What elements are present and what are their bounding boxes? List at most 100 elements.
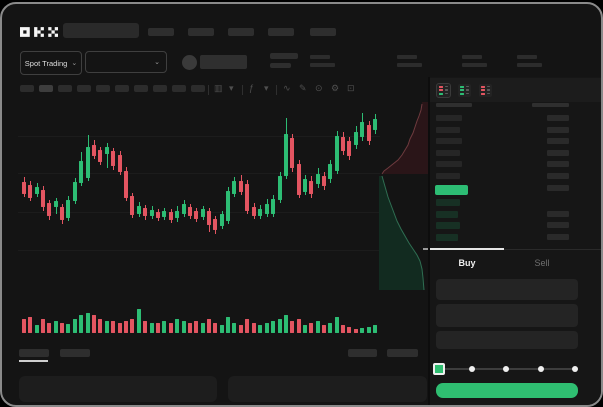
volume-bar bbox=[175, 319, 179, 333]
buy-button[interactable] bbox=[436, 383, 578, 398]
candle bbox=[194, 211, 198, 219]
camera-icon[interactable]: ⊙ bbox=[315, 83, 323, 93]
orderbook-view-asks-icon[interactable] bbox=[479, 83, 492, 97]
slider-dot-1[interactable] bbox=[468, 366, 475, 372]
nav-item-2[interactable] bbox=[188, 28, 214, 36]
bottom-panel-left[interactable] bbox=[19, 376, 217, 402]
bid-row-amount[interactable] bbox=[547, 222, 569, 229]
volume-bar bbox=[271, 321, 275, 333]
search-input[interactable] bbox=[63, 23, 139, 38]
tab-sell[interactable]: Sell bbox=[504, 254, 580, 272]
volume-bar bbox=[22, 319, 26, 333]
bottom-panel-right[interactable] bbox=[228, 376, 427, 402]
slider-dot-3[interactable] bbox=[537, 366, 544, 372]
fullscreen-icon[interactable]: ⊡ bbox=[347, 83, 355, 93]
volume-bar bbox=[143, 321, 147, 333]
candle bbox=[124, 171, 128, 198]
candle bbox=[271, 199, 275, 214]
divider bbox=[276, 85, 277, 95]
nav-item-3[interactable] bbox=[228, 28, 254, 36]
bid-row-amount[interactable] bbox=[547, 233, 569, 240]
tab-buy[interactable]: Buy bbox=[430, 254, 504, 272]
candle bbox=[278, 176, 282, 200]
bid-row-price[interactable] bbox=[436, 233, 458, 241]
ask-row-amount[interactable] bbox=[547, 126, 569, 133]
ask-row-amount[interactable] bbox=[547, 149, 569, 156]
timeframe-pill-10[interactable] bbox=[191, 85, 205, 92]
timeframe-pill-3[interactable] bbox=[58, 85, 72, 92]
ask-row-price[interactable] bbox=[436, 115, 462, 121]
volume-bar bbox=[213, 323, 217, 333]
volume-bar bbox=[47, 323, 51, 333]
bottom-tab-1[interactable] bbox=[19, 349, 49, 357]
bid-row-price[interactable] bbox=[436, 222, 460, 230]
chart-footer-pill-1[interactable] bbox=[348, 349, 377, 357]
candle-style-icon[interactable]: ▥ bbox=[214, 83, 223, 93]
volume-bar bbox=[316, 321, 320, 333]
volume-bar bbox=[232, 323, 236, 333]
candle-wick bbox=[106, 143, 108, 168]
ask-row-price[interactable] bbox=[436, 161, 462, 168]
stat-label-3 bbox=[462, 55, 482, 59]
timeframe-pill-6[interactable] bbox=[115, 85, 129, 92]
nav-item-5[interactable] bbox=[310, 28, 336, 36]
chevron-down-icon: ⌄ bbox=[154, 58, 160, 66]
ask-row-price[interactable] bbox=[436, 173, 460, 179]
slider-dot-2[interactable] bbox=[503, 366, 509, 372]
bottom-tab-2[interactable] bbox=[60, 349, 90, 357]
timeframe-pill-1[interactable] bbox=[20, 85, 34, 92]
ask-row-amount[interactable] bbox=[547, 161, 569, 168]
ask-row-price[interactable] bbox=[436, 126, 460, 133]
bid-row-price[interactable] bbox=[436, 210, 458, 218]
timeframe-pill-4[interactable] bbox=[77, 85, 91, 92]
bottom-tab-underline bbox=[19, 360, 48, 362]
last-price-badge[interactable] bbox=[435, 185, 468, 195]
stat-value-3 bbox=[462, 63, 487, 67]
pair-name-placeholder[interactable] bbox=[200, 55, 247, 69]
orderbook-view-bids-icon[interactable] bbox=[458, 83, 471, 97]
indicators-icon[interactable]: ƒ bbox=[249, 83, 255, 93]
ask-row-amount[interactable] bbox=[547, 173, 569, 179]
volume-bar bbox=[118, 323, 122, 333]
settings-icon[interactable]: ⚙ bbox=[331, 83, 340, 93]
pair-dropdown[interactable]: ⌄ bbox=[85, 51, 167, 73]
okx-logo[interactable] bbox=[20, 24, 58, 42]
total-input[interactable] bbox=[436, 331, 578, 349]
amount-input[interactable] bbox=[436, 304, 578, 327]
bid-row-price[interactable] bbox=[436, 199, 460, 206]
active-tab-indicator bbox=[430, 248, 504, 250]
line-tool-icon[interactable]: ∿ bbox=[283, 83, 291, 93]
nav-item-1[interactable] bbox=[148, 28, 174, 36]
volume-bar bbox=[341, 325, 345, 333]
timeframe-pill-7[interactable] bbox=[134, 85, 148, 92]
price-input[interactable] bbox=[436, 279, 578, 300]
candle bbox=[35, 187, 39, 194]
timeframe-pill-5[interactable] bbox=[96, 85, 110, 92]
nav-item-4[interactable] bbox=[268, 28, 294, 36]
bid-row-amount[interactable] bbox=[547, 210, 569, 217]
timeframe-pill-8[interactable] bbox=[153, 85, 167, 92]
volume-bar bbox=[124, 321, 128, 333]
ask-row-amount[interactable] bbox=[547, 138, 569, 145]
volume-bar bbox=[201, 323, 205, 333]
timeframe-pill-2[interactable] bbox=[39, 85, 53, 92]
slider-handle[interactable] bbox=[433, 363, 445, 375]
draw-icon[interactable]: ✎ bbox=[299, 83, 307, 93]
market-type-selector[interactable]: Spot Trading ⌄ bbox=[20, 51, 82, 75]
candlestick-chart[interactable] bbox=[2, 4, 430, 344]
volume-bar bbox=[239, 325, 243, 333]
chevron-down-icon[interactable]: ▾ bbox=[229, 83, 234, 93]
volume-bar bbox=[86, 313, 90, 333]
chart-footer-pill-2[interactable] bbox=[387, 349, 418, 357]
chevron-down-icon[interactable]: ▾ bbox=[264, 83, 269, 93]
volume-bar bbox=[66, 324, 70, 333]
ask-row-price[interactable] bbox=[436, 149, 460, 156]
ask-row-price[interactable] bbox=[436, 138, 462, 145]
slider-dot-4[interactable] bbox=[572, 366, 578, 372]
divider bbox=[208, 85, 209, 95]
ask-row-amount[interactable] bbox=[547, 184, 569, 191]
timeframe-pill-9[interactable] bbox=[172, 85, 186, 92]
ask-row-amount[interactable] bbox=[547, 115, 569, 121]
candle bbox=[316, 174, 320, 184]
orderbook-view-all-icon[interactable] bbox=[436, 82, 451, 98]
